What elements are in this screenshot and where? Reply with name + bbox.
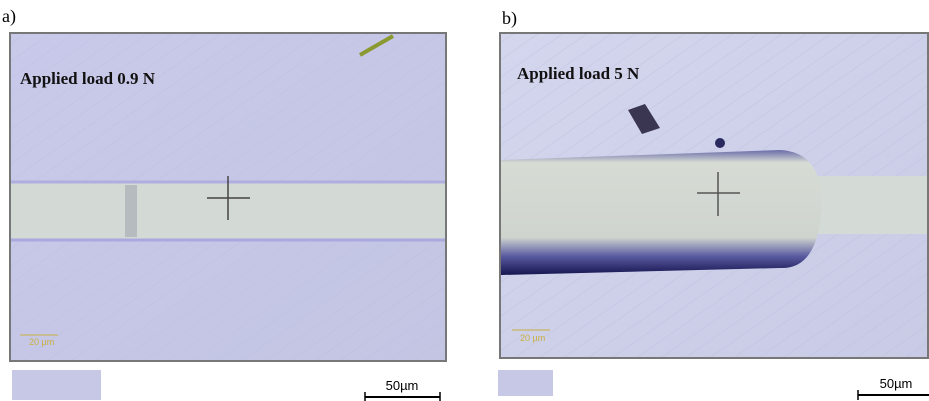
micrograph: 20 µm xyxy=(499,32,929,359)
scale-bar-label: 50µm xyxy=(386,378,419,393)
annotation: Applied load 5 N xyxy=(517,64,640,83)
panel-label: a) xyxy=(2,6,16,27)
annotation: Applied load 0.9 N xyxy=(20,69,156,88)
inner-scale: 20 µm xyxy=(520,333,545,343)
panel-label: b) xyxy=(502,8,517,29)
swatch xyxy=(12,370,101,400)
micrograph: 20 µm xyxy=(9,32,447,362)
inner-scale: 20 µm xyxy=(29,337,54,347)
swatch xyxy=(498,370,553,396)
scale-bar-label: 50µm xyxy=(880,376,913,391)
